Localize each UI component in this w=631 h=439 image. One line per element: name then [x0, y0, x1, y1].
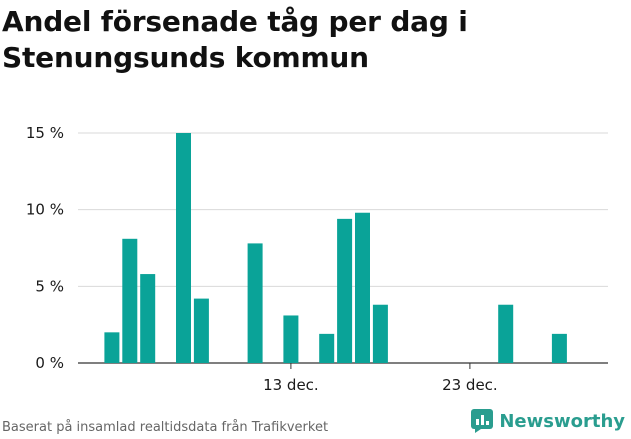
bars — [104, 133, 567, 363]
y-tick-label: 5 % — [35, 277, 64, 295]
chart-title: Andel försenade tåg per dag i Stenungsun… — [2, 5, 468, 74]
bar[interactable] — [193, 298, 209, 363]
x-axis-ticks: 13 dec. 23 dec. — [263, 363, 498, 394]
bar[interactable] — [355, 212, 370, 363]
bar[interactable] — [319, 333, 335, 363]
bar[interactable] — [176, 133, 191, 363]
bar[interactable] — [551, 333, 567, 363]
y-tick-label: 0 % — [35, 354, 64, 372]
x-tick-label: 13 dec. — [263, 376, 319, 394]
bar[interactable] — [372, 304, 388, 363]
bar[interactable] — [122, 238, 138, 363]
bar[interactable] — [104, 332, 120, 363]
bar[interactable] — [247, 243, 263, 363]
bar[interactable] — [283, 315, 299, 363]
bar[interactable] — [498, 304, 514, 363]
y-tick-label: 10 % — [26, 201, 64, 219]
brand-name: Newsworthy — [499, 410, 625, 432]
bar[interactable] — [337, 218, 353, 363]
bar-chart: 0 % 5 % 10 % 15 % 13 dec. 23 dec. — [26, 124, 608, 394]
bar[interactable] — [140, 274, 156, 363]
y-axis-ticks: 0 % 5 % 10 % 15 % — [26, 124, 64, 372]
brand-logo[interactable]: Newsworthy — [471, 409, 625, 433]
x-tick-label: 23 dec. — [442, 376, 498, 394]
newsworthy-logo-icon — [471, 409, 494, 433]
source-note: Baserat på insamlad realtidsdata från Tr… — [2, 420, 329, 435]
y-tick-label: 15 % — [26, 124, 64, 142]
